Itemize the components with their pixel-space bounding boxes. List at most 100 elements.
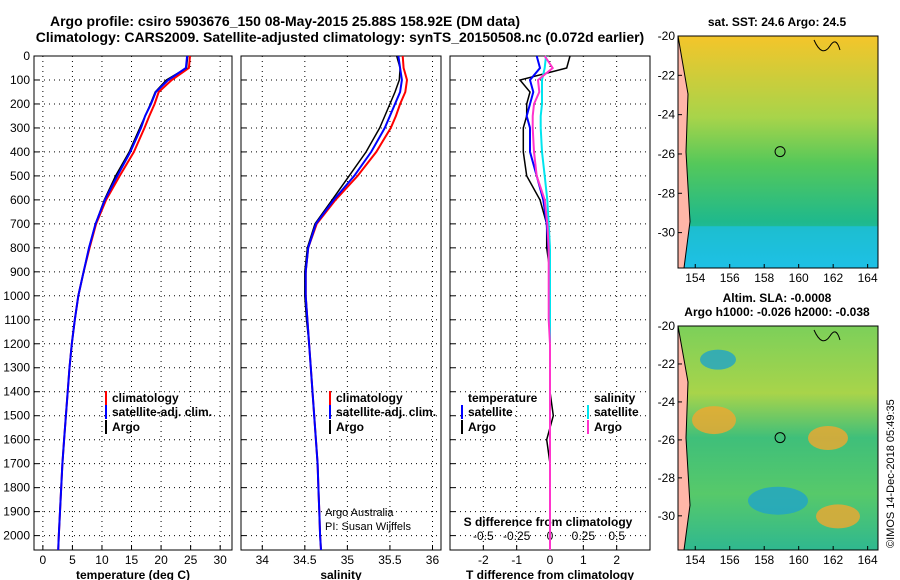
title-line-1: Argo profile: csiro 5903676_150 08-May-2… <box>50 13 520 29</box>
map-x-tick-label: 158 <box>754 271 774 285</box>
y-tick-label: 0 <box>23 49 30 63</box>
y-tick-label: 1500 <box>3 409 30 423</box>
x-tick-label: 0 <box>547 553 554 567</box>
map-frame <box>677 325 879 551</box>
salinity-panel: 34 34.5 35 35.5 36 salinity <box>240 55 442 580</box>
legend-d-salinity-label: salinity <box>594 391 636 405</box>
map-x-tick-label: 160 <box>789 271 809 285</box>
legend-s-satellite-label: satellite-adj. clim. <box>336 405 436 419</box>
sst-map-title: sat. SST: 24.6 Argo: 24.5 <box>708 15 847 29</box>
y-tick-label: 2000 <box>3 529 30 543</box>
s-diff-tick-label: 0.25 <box>572 529 596 543</box>
map-x-tick-label: 156 <box>720 271 740 285</box>
plot-frame <box>33 55 233 551</box>
map-x-tick-label: 154 <box>685 553 705 567</box>
legend-d-temperature-label: temperature <box>468 391 538 405</box>
legend-climatology-label: climatology <box>112 391 179 405</box>
sla-blob <box>816 504 860 529</box>
y-tick-label: 1700 <box>3 457 30 471</box>
sla-blob <box>808 426 848 450</box>
map-x-tick-label: 162 <box>823 271 843 285</box>
map-x-tick-label: 162 <box>823 553 843 567</box>
x-tick-label: 2 <box>613 553 620 567</box>
y-tick-label: 700 <box>10 217 30 231</box>
sla-map-title-1: Altim. SLA: -0.0008 <box>723 291 832 305</box>
y-tick-label: 300 <box>10 121 30 135</box>
map-x-tick-label: 160 <box>789 553 809 567</box>
reef-outline <box>813 39 841 52</box>
x-tick-label: 30 <box>213 553 227 567</box>
x-tick-label: 34 <box>256 553 270 567</box>
x-tick-label: 0 <box>40 553 47 567</box>
legend-s-climatology-label: climatology <box>336 391 403 405</box>
x-axis-label: salinity <box>320 568 362 580</box>
salinity-satellite-line <box>304 55 403 551</box>
legend-argo-label: Argo <box>112 420 140 434</box>
float-location-marker <box>774 432 786 444</box>
legend-s-argo-label: Argo <box>336 420 364 434</box>
sla-map: 154 156 158 160 162 164 -20 -22 -24 -26 -28 -30 <box>658 319 879 567</box>
x-axis-label: temperature (deg C) <box>76 568 190 580</box>
map-y-tick-label: -20 <box>658 29 676 43</box>
y-tick-label: 900 <box>10 265 30 279</box>
map-y-tick-label: -20 <box>658 319 676 333</box>
sla-blob <box>692 406 736 435</box>
x-tick-label: -1 <box>511 553 522 567</box>
y-tick-label: 1100 <box>4 313 30 327</box>
temperature-panel: 0 5 10 15 20 25 300100200300400500600700800900… <box>3 49 233 580</box>
y-tick-label: 500 <box>10 169 30 183</box>
reef-outline <box>813 329 841 342</box>
map-y-tick-label: -30 <box>658 226 676 240</box>
y-tick-label: 1600 <box>3 433 30 447</box>
salinity-legend: climatology satellite-adj. clim. Argo <box>329 391 436 434</box>
sla-blob <box>700 349 736 370</box>
map-x-tick-label: 158 <box>754 553 774 567</box>
temperature-satellite-line <box>57 55 189 551</box>
legend-d-t-sat-label: satellite <box>468 405 513 419</box>
title-line-2: Climatology: CARS2009. Satellite-adjuste… <box>36 29 644 45</box>
sla-map-title-2: Argo h1000: -0.026 h2000: -0.038 <box>684 305 870 319</box>
s-diff-tick-label: -0.25 <box>503 529 531 543</box>
difference-legend: temperature satellite Argo salinity sate… <box>461 391 639 434</box>
map-y-tick-label: -22 <box>658 68 676 82</box>
legend-d-s-argo-label: Argo <box>594 420 622 434</box>
sla-blob <box>748 486 808 515</box>
x-tick-label: 36 <box>426 553 440 567</box>
x-tick-label: 35 <box>341 553 355 567</box>
temperature-legend: climatology satellite-adj. clim. Argo <box>105 391 212 434</box>
map-x-tick-label: 156 <box>720 553 740 567</box>
s-diff-tick-label: 0.5 <box>608 529 625 543</box>
map-y-tick-label: -28 <box>658 471 676 485</box>
s-diff-axis-title: S difference from climatology <box>464 515 633 529</box>
credit-pi: PI: Susan Wijffels <box>325 521 411 533</box>
tdiff-satellite-line <box>525 55 551 550</box>
y-tick-label: 1800 <box>3 481 30 495</box>
x-tick-label: 35.5 <box>378 553 402 567</box>
credit-program: Argo Australia <box>325 507 394 519</box>
difference-panel: -2 -1 0 1 2T difference from climatology -0.5… <box>449 55 651 580</box>
map-x-tick-label: 154 <box>685 271 705 285</box>
map-y-tick-label: -24 <box>658 395 676 409</box>
sst-map: 154 156 158 160 162 164 -20 -22 -24 -26 -28 -30 <box>658 29 879 285</box>
x-tick-label: 1 <box>580 553 587 567</box>
salinity-argo-line <box>304 55 401 551</box>
x-tick-label: 34.5 <box>293 553 317 567</box>
y-tick-label: 200 <box>10 97 30 111</box>
y-tick-label: 800 <box>10 241 30 255</box>
legend-d-s-sat-label: satellite <box>594 405 639 419</box>
x-tick-label: 20 <box>154 553 168 567</box>
y-tick-label: 1200 <box>3 337 30 351</box>
map-y-tick-label: -24 <box>658 108 676 122</box>
float-location-marker <box>774 146 786 158</box>
map-x-tick-label: 164 <box>858 271 878 285</box>
tdiff-argo-line <box>518 55 571 550</box>
legend-d-t-argo-label: Argo <box>468 420 496 434</box>
y-tick-label: 1000 <box>3 289 30 303</box>
map-y-tick-label: -26 <box>658 433 676 447</box>
sdiff-argo-line <box>531 55 555 550</box>
x-axis-label: T difference from climatology <box>466 568 634 580</box>
imos-stamp: ©IMOS 14-Dec-2018 05:49:35 <box>885 399 897 548</box>
map-y-tick-label: -22 <box>658 357 676 371</box>
sst-cool-band <box>678 226 878 268</box>
